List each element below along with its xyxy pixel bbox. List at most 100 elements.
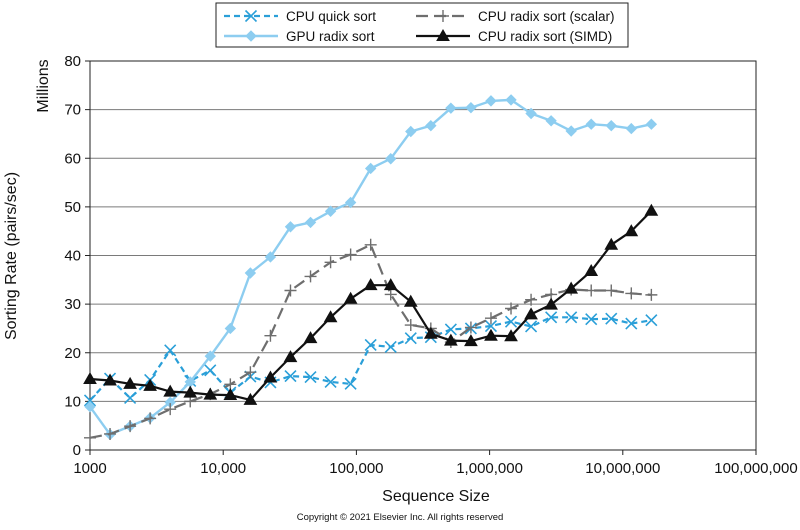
data-point <box>183 385 198 398</box>
data-point <box>605 284 618 297</box>
data-point <box>625 317 638 330</box>
data-point <box>324 205 337 217</box>
data-point <box>204 364 217 377</box>
data-point <box>505 94 517 106</box>
copyright-notice: Copyright © 2021 Elsevier Inc. All right… <box>297 512 504 523</box>
data-point <box>625 122 638 135</box>
data-point <box>304 216 317 229</box>
y-tick-label: 20 <box>64 345 81 362</box>
data-point <box>164 403 177 416</box>
data-point <box>284 370 297 383</box>
data-point <box>625 287 638 300</box>
data-point <box>545 115 557 127</box>
data-point <box>544 297 558 310</box>
data-point <box>323 310 338 323</box>
data-point <box>565 125 577 137</box>
y-axis-title: Sorting Rate (pairs/sec) <box>3 172 20 340</box>
data-point <box>585 118 597 130</box>
x-axis-ticks: 1000 10,000 100,000 1,000,000 10,000,000 100,… <box>73 450 798 477</box>
data-point <box>484 312 497 325</box>
legend-items: CPU quick sort CPU radix sort (scalar) GPU… <box>224 9 615 44</box>
data-point <box>605 119 617 132</box>
data-point <box>545 311 558 324</box>
data-point <box>364 238 377 251</box>
series-lines <box>83 94 659 444</box>
y-tick-label: 60 <box>64 150 81 167</box>
y-tick-label: 80 <box>64 53 81 70</box>
x-tick-label: 100,000 <box>329 460 383 477</box>
y-tick-label: 30 <box>64 296 81 313</box>
series-line <box>89 98 652 436</box>
series-line <box>89 316 652 402</box>
data-point <box>204 350 216 362</box>
data-point <box>404 319 417 332</box>
data-point <box>244 366 257 379</box>
y-tick-label: 10 <box>64 393 81 410</box>
data-point <box>383 278 398 291</box>
legend-box <box>215 2 629 48</box>
legend-label: GPU radix sort <box>286 29 375 44</box>
legend-marker <box>436 28 450 41</box>
data-point <box>364 338 377 352</box>
data-point <box>84 431 96 444</box>
data-point <box>243 392 258 405</box>
data-point <box>405 125 417 138</box>
data-point <box>324 375 337 388</box>
data-point <box>644 203 659 216</box>
data-point <box>283 350 298 363</box>
legend-label: CPU quick sort <box>286 9 376 24</box>
x-tick-label: 1,000,000 <box>456 460 523 477</box>
data-point <box>163 384 178 397</box>
x-tick-label: 10,000 <box>200 460 246 477</box>
data-point <box>144 412 157 425</box>
legend-marker <box>244 9 258 23</box>
data-point <box>83 372 97 385</box>
data-point <box>524 307 538 320</box>
data-point <box>124 420 137 433</box>
data-point <box>304 370 317 384</box>
data-point <box>384 340 397 353</box>
data-point <box>444 323 457 336</box>
data-point <box>565 311 578 324</box>
data-point <box>404 332 417 345</box>
y-tick-label: 40 <box>64 248 81 265</box>
data-point <box>84 401 96 413</box>
data-point <box>645 288 658 301</box>
data-point <box>425 119 437 132</box>
data-point <box>303 331 318 344</box>
data-point <box>284 221 297 233</box>
data-point <box>525 293 538 306</box>
data-point <box>444 333 458 346</box>
series-2 <box>84 238 658 444</box>
data-point <box>343 291 358 304</box>
legend-item: CPU radix sort (scalar) <box>416 9 615 24</box>
data-point <box>384 288 397 301</box>
grid-lines <box>90 109 756 402</box>
legend: CPU quick sort CPU radix sort (scalar) GPU… <box>215 2 629 48</box>
legend-item: CPU quick sort <box>224 9 376 24</box>
data-point <box>604 237 619 250</box>
data-point <box>585 313 598 326</box>
x-tick-label: 1000 <box>73 460 106 477</box>
data-point <box>344 377 357 390</box>
legend-marker <box>437 10 449 22</box>
data-point <box>385 153 397 165</box>
data-point <box>525 107 537 120</box>
data-point <box>363 278 378 291</box>
data-point <box>484 328 498 341</box>
x-axis-title: Sequence Size <box>382 488 490 505</box>
data-point <box>164 344 177 357</box>
data-point <box>304 270 317 283</box>
data-point <box>203 387 218 400</box>
data-point <box>124 391 137 405</box>
data-point <box>605 312 618 325</box>
data-point <box>564 281 579 294</box>
data-point <box>464 334 478 347</box>
data-point <box>423 326 438 339</box>
data-point <box>584 264 599 277</box>
y-tick-label: 70 <box>64 102 81 119</box>
data-point <box>244 267 257 279</box>
y-unit-label: Millions <box>35 59 52 112</box>
data-point <box>143 378 157 391</box>
